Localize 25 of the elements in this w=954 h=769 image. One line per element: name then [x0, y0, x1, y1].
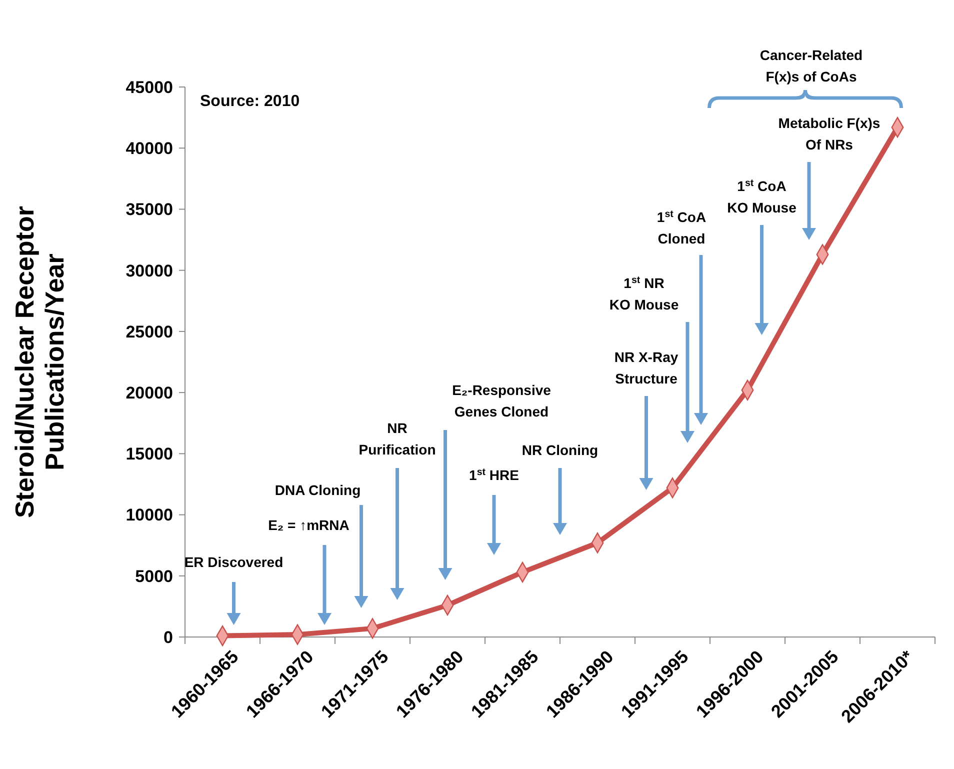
y-tick-label: 25000 [126, 322, 173, 342]
annotation: NR Purification [358, 420, 436, 458]
y-tick-label: 40000 [126, 139, 173, 158]
y-tick-label: 35000 [126, 200, 173, 220]
annotation: Metabolic F(x)s Of NRs [778, 114, 880, 153]
y-tick-label: 5000 [135, 566, 173, 586]
y-tick-label: 0 [164, 628, 173, 647]
annotation: ER Discovered [184, 554, 284, 570]
y-tick-label: 30000 [126, 261, 173, 280]
annotation: E₂ = ↑mRNA [268, 516, 350, 533]
annotation: 1$^{st}$ CoA Cloned [656, 208, 706, 247]
text: Cancer-Related F(x)s of CoAs [760, 46, 863, 85]
y-tick-label: 45000 [126, 78, 173, 97]
y-tick-label: 15000 [126, 444, 173, 464]
annotation: NR Cloning [522, 442, 598, 458]
annotation: NR X-Ray Structure [614, 348, 678, 387]
annotation: 1$^{st}$ HRE [469, 466, 519, 483]
annotation: 1$^{st}$ CoA KO Mouse [727, 177, 797, 216]
annotation: 1$^{st}$ NR KO Mouse [609, 274, 679, 313]
y-tick-label: 20000 [126, 384, 173, 403]
annotation: Source: 2010 [200, 93, 300, 110]
y-axis-title: Steroid/Nuclear Receptor Publications/Year [10, 206, 70, 518]
y-tick-label: 10000 [126, 506, 173, 525]
annotation: DNA Cloning [274, 482, 361, 498]
annotation: E₂-Responsive Genes Cloned [452, 382, 552, 420]
